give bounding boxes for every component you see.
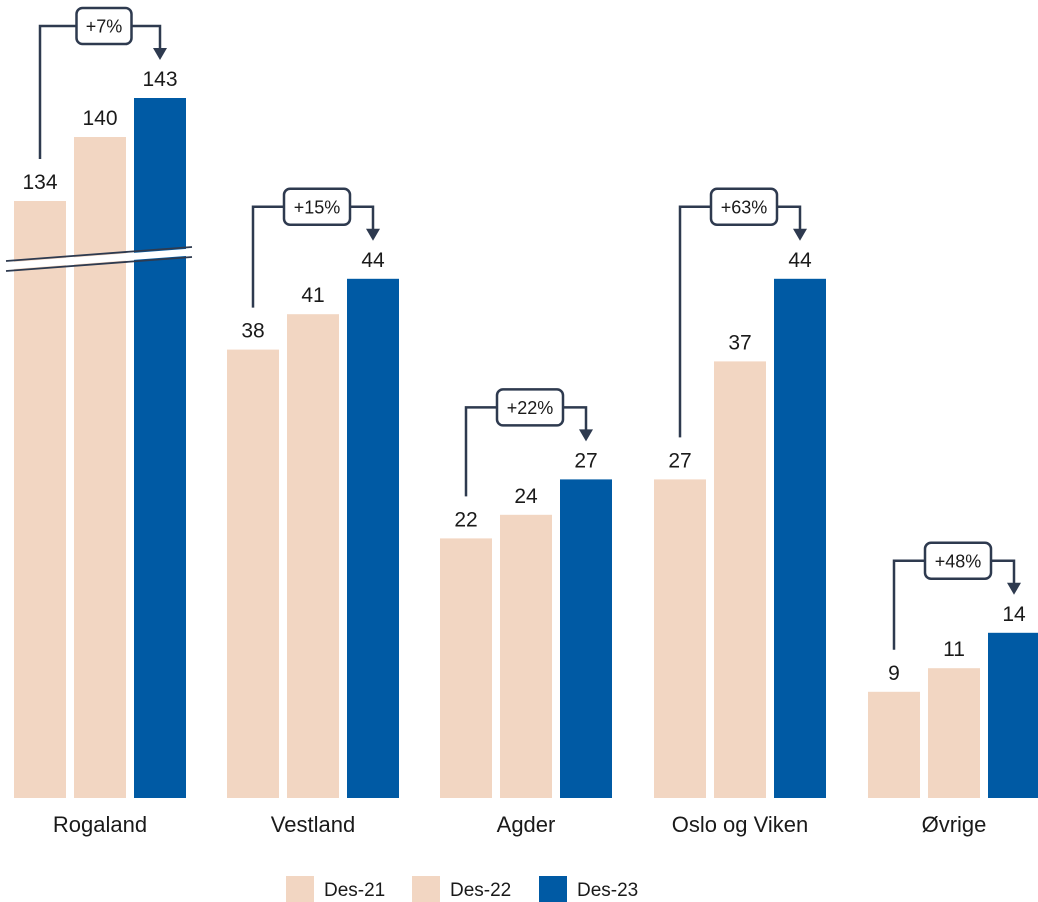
bar-oslo-og-viken-des-21 [654, 479, 706, 798]
value-label-oslo-og-viken-des-23: 44 [788, 249, 812, 272]
change-box-vestland [282, 187, 352, 227]
bar-agder-des-21 [440, 538, 492, 798]
change-arrowhead-rogaland [153, 48, 167, 60]
legend-label-des-23: Des-23 [577, 880, 638, 901]
change-box-agder [495, 388, 565, 427]
value-label-oslo-og-viken-des-21: 27 [668, 449, 691, 472]
bar-rogaland-des-21 [14, 201, 66, 798]
legend-swatch-des-21 [286, 876, 314, 902]
change-box-rogaland [75, 6, 133, 46]
bar-vestland-des-21 [227, 349, 279, 798]
legend-label-des-22: Des-22 [450, 880, 511, 901]
change-label-rogaland: +7% [86, 17, 123, 37]
bar-vrige-des-23 [988, 632, 1038, 798]
change-arrowhead-vrige [1007, 582, 1021, 595]
axis-break-edge-lower [5, 256, 193, 272]
change-label-oslo-og-viken: +63% [721, 197, 768, 217]
change-label-vrige: +48% [935, 551, 982, 571]
value-label-oslo-og-viken-des-22: 37 [728, 331, 751, 354]
bar-oslo-og-viken-des-22 [714, 361, 766, 798]
value-label-agder-des-23: 27 [574, 449, 597, 472]
category-label-rogaland: Rogaland [53, 812, 147, 837]
value-label-vrige-des-22: 11 [943, 638, 965, 661]
change-label-vestland: +15% [294, 197, 341, 217]
legend-label-des-21: Des-21 [324, 880, 385, 901]
bar-vrige-des-21 [868, 691, 920, 798]
value-label-rogaland-des-22: 140 [82, 107, 117, 130]
change-box-vrige [923, 541, 993, 581]
value-label-rogaland-des-23: 143 [142, 68, 177, 91]
value-label-vestland-des-23: 44 [361, 249, 385, 272]
value-label-vrige-des-21: 9 [888, 662, 900, 685]
axis-break-gap [5, 248, 193, 270]
bar-vestland-des-22 [287, 314, 339, 798]
change-arrowhead-oslo-og-viken [793, 228, 807, 241]
bar-agder-des-22 [500, 514, 552, 798]
value-label-agder-des-21: 22 [454, 508, 477, 531]
bar-rogaland-des-23 [134, 98, 186, 798]
value-label-vestland-des-22: 41 [301, 284, 324, 307]
bar-vestland-des-23 [347, 278, 399, 798]
change-arrowhead-vestland [366, 228, 380, 241]
category-label-vestland: Vestland [271, 812, 355, 837]
axis-break-edge-upper [5, 246, 193, 262]
change-label-agder: +22% [507, 398, 554, 418]
category-label-oslo-og-viken: Oslo og Viken [672, 812, 809, 837]
change-arrowhead-agder [579, 429, 593, 442]
bar-oslo-og-viken-des-23 [774, 278, 826, 798]
change-box-oslo-og-viken [709, 187, 779, 227]
value-label-rogaland-des-21: 134 [22, 171, 57, 194]
category-label-vrige: Øvrige [922, 812, 987, 837]
bar-rogaland-des-22 [74, 137, 126, 798]
value-label-vrige-des-23: 14 [1002, 603, 1026, 626]
legend-swatch-des-23 [539, 876, 567, 902]
category-label-agder: Agder [497, 812, 556, 837]
legend-swatch-des-22 [412, 876, 440, 902]
bar-vrige-des-22 [928, 668, 980, 798]
value-label-vestland-des-21: 38 [241, 320, 264, 343]
value-label-agder-des-22: 24 [514, 485, 538, 508]
bar-agder-des-23 [560, 479, 612, 798]
